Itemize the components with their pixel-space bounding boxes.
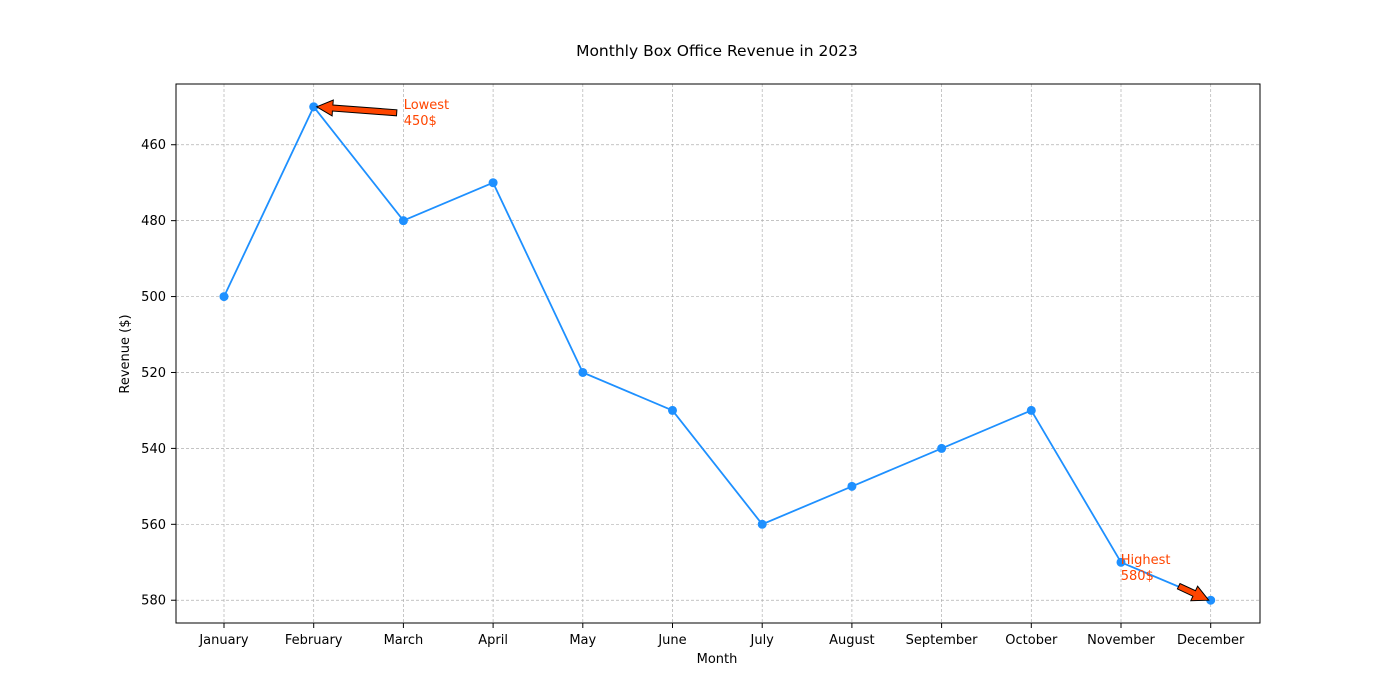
series-line <box>223 105 1212 602</box>
x-tick-label: January <box>198 633 249 648</box>
annotation-value: 580$ <box>1121 569 1154 584</box>
annotation-value: 450$ <box>404 114 437 129</box>
x-tick-label: June <box>657 633 686 648</box>
x-tick-label: April <box>478 633 508 648</box>
data-point <box>1206 595 1216 605</box>
x-tick-label: December <box>1177 633 1245 648</box>
data-point <box>398 216 408 226</box>
x-tick-label: February <box>285 633 343 648</box>
x-tick-label: March <box>384 633 424 648</box>
data-point <box>668 405 677 415</box>
series-markers <box>219 102 1216 605</box>
data-point <box>1116 557 1126 567</box>
x-tick-label: September <box>906 633 979 648</box>
annotation-arrow-highest <box>1176 582 1210 602</box>
y-tick-label: 460 <box>141 138 166 153</box>
y-tick-label: 560 <box>141 518 166 533</box>
y-tick-label: 580 <box>141 594 166 609</box>
y-tick-label: 480 <box>141 214 166 229</box>
plot-frame <box>175 83 1261 624</box>
data-point <box>488 178 498 188</box>
x-tick-label: August <box>829 633 875 648</box>
chart-title: Monthly Box Office Revenue in 2023 <box>576 42 858 60</box>
data-point <box>937 443 947 453</box>
data-point <box>219 292 229 302</box>
annotation-label: Lowest <box>404 98 449 113</box>
data-point <box>847 481 857 491</box>
series-line-layer <box>223 105 1212 602</box>
x-tick-label: May <box>569 633 596 648</box>
data-point <box>578 367 588 377</box>
grid <box>176 84 1260 623</box>
x-tick-label: November <box>1087 633 1155 648</box>
data-point <box>1026 405 1036 415</box>
x-tick-label: October <box>1005 633 1058 648</box>
x-tick-label: July <box>750 633 775 648</box>
annotation-arrow-lowest <box>315 99 398 117</box>
x-axis-title: Month <box>697 652 738 667</box>
y-tick-label: 540 <box>141 442 166 457</box>
y-axis-title: Revenue ($) <box>118 314 133 393</box>
data-point <box>309 102 319 112</box>
y-tick-label: 520 <box>141 366 166 381</box>
data-point <box>757 519 767 529</box>
ticks: January February March April May June July Augu… <box>141 138 1245 648</box>
y-tick-label: 500 <box>141 290 166 305</box>
annotation-label: Highest <box>1121 553 1171 568</box>
